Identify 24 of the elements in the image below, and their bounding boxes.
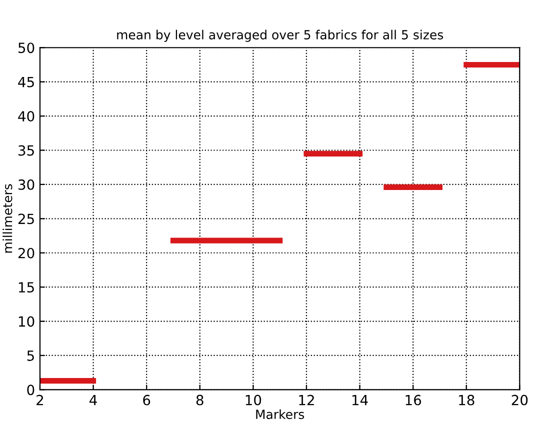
x-tick-label: 2 [36, 394, 43, 406]
x-tick-label: 10 [246, 394, 262, 406]
x-tick-label: 14 [352, 394, 368, 406]
y-axis-title: millimeters [2, 184, 12, 253]
x-tick-label: 4 [90, 394, 97, 406]
y-tick-label: 30 [18, 179, 34, 190]
x-axis-title: Markers [256, 409, 304, 420]
x-tick-label: 18 [459, 394, 474, 406]
x-tick-label: 12 [299, 394, 314, 406]
y-tick-label: 40 [18, 111, 34, 122]
x-tick-label: 20 [512, 394, 528, 406]
y-tick-label: 50 [18, 42, 34, 54]
x-tick-label: 6 [143, 394, 150, 406]
x-tick-label: 8 [196, 394, 204, 406]
y-tick-label: 45 [18, 76, 34, 88]
chart-title: mean by level averaged over 5 fabrics for all 5 sizes [117, 30, 444, 42]
x-tick-label: 16 [406, 394, 422, 406]
y-tick-label: 35 [18, 145, 34, 156]
y-tick-label: 15 [18, 282, 34, 293]
y-tick-label: 5 [27, 350, 34, 361]
y-tick-label: 0 [27, 384, 34, 396]
y-tick-label: 25 [18, 214, 34, 224]
y-tick-label: 20 [18, 248, 34, 258]
y-tick-label: 10 [18, 316, 34, 327]
